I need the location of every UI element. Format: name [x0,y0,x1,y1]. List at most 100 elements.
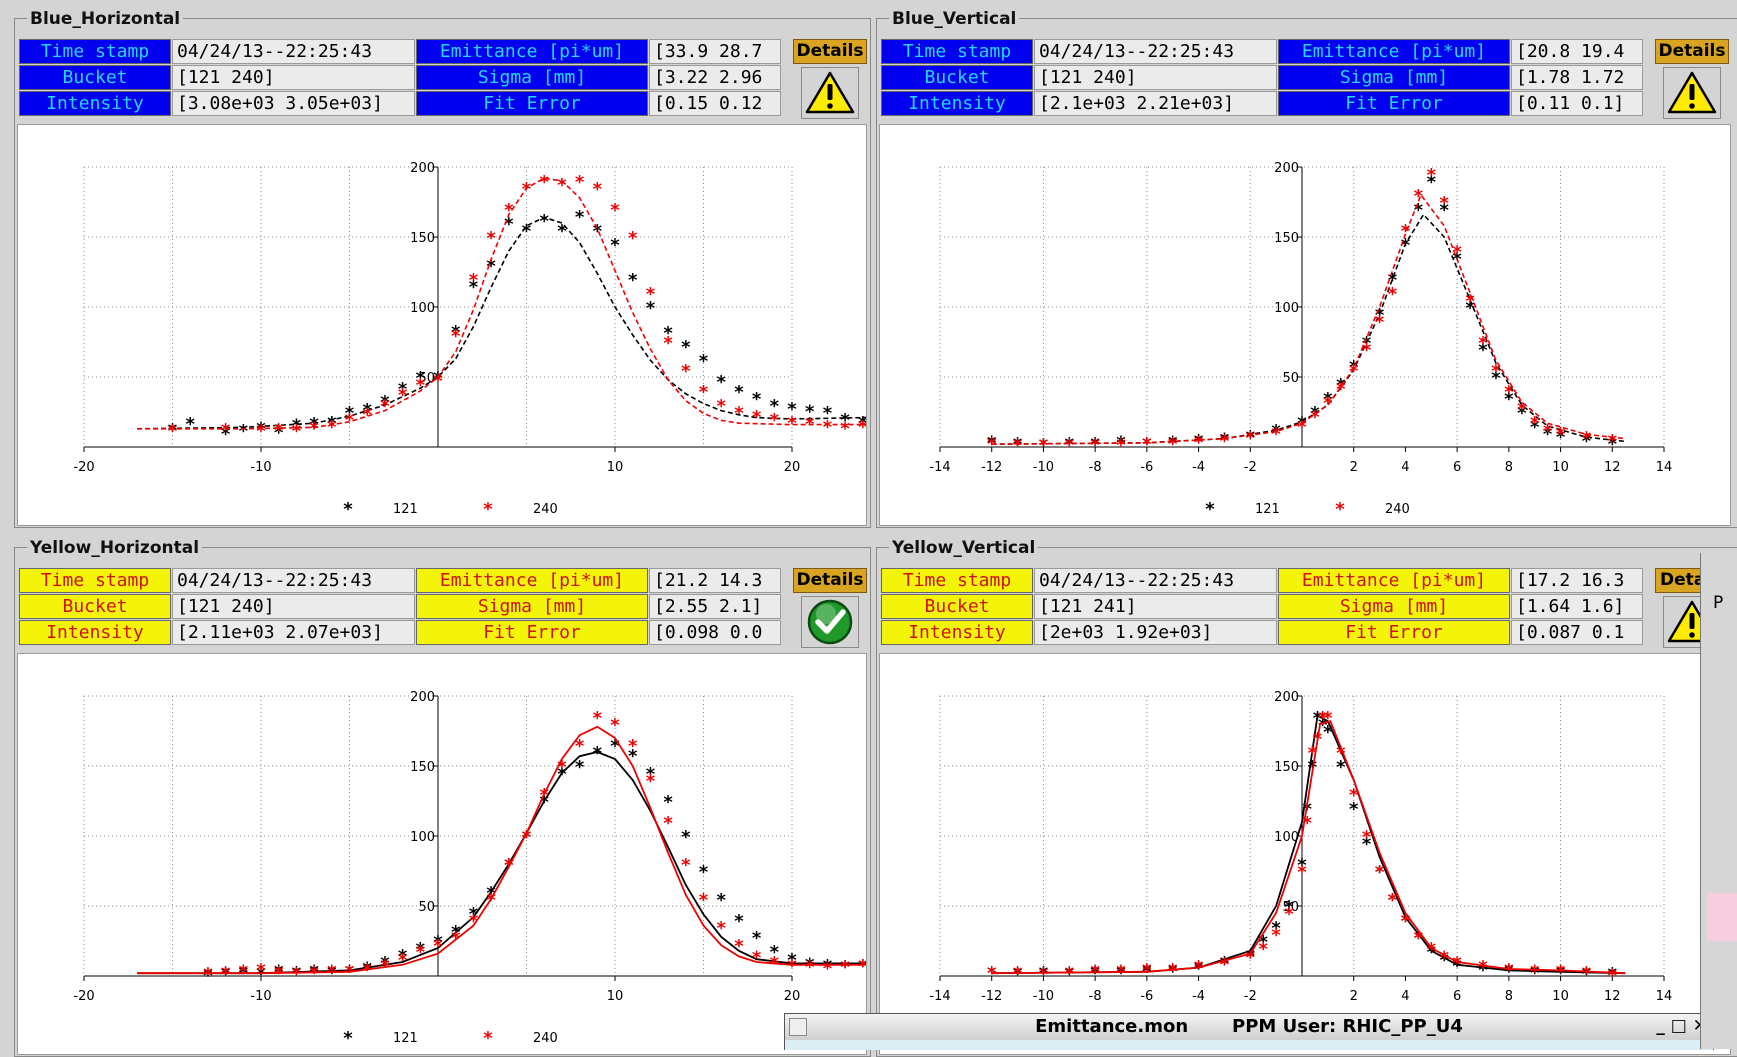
details-button[interactable]: Details [793,39,867,64]
data-point: * [1504,389,1514,410]
x-tick-label: -20 [73,460,94,475]
plot-area: -14 -12 -10 -8 -6 -4 -2 2 4 6 8 10 12 14 200 150 100 50 * *… [879,124,1731,526]
label-time: Time stamp [19,39,171,64]
x-tick-label: -8 [1089,989,1102,1004]
data-point: * [362,960,372,981]
data-point: * [1427,939,1437,960]
label-time: Time stamp [19,568,171,593]
data-point: * [1271,918,1281,939]
status-indicator[interactable] [801,596,859,648]
axes [83,166,793,452]
data-point: * [274,961,284,982]
data-point: * [309,963,319,984]
legend-marker: * [343,499,353,520]
y-tick-label: 50 [1282,371,1299,386]
status-indicator[interactable] [801,67,859,119]
data-point: * [840,957,850,978]
info-grid: Time stamp 04/24/13--22:25:43 Emittance [p… [881,568,1643,645]
data-point: * [469,911,479,932]
data-point: * [1427,172,1437,193]
data-point: * [770,953,780,974]
data-point: * [1388,270,1398,291]
window-body [785,1040,1713,1050]
data-point: * [1039,435,1049,456]
data-point: * [1065,963,1075,984]
data-point: * [362,400,372,421]
x-tick-label: -12 [981,460,1002,475]
data-point: * [256,960,266,981]
data-point: * [1504,961,1514,982]
value-emittance: [17.2 16.3 [1511,568,1643,593]
label-time: Time stamp [881,568,1033,593]
data-point: * [628,270,638,291]
data-point: * [840,418,850,439]
value-bucket: [121 240] [172,594,415,619]
data-point: * [1194,432,1204,453]
data-point: * [1556,427,1566,448]
data-point: * [292,421,302,442]
value-intensity: [3.08e+03 3.05e+03] [172,91,415,116]
data-point: * [1116,961,1126,982]
x-tick-label: -14 [929,989,950,1004]
data-point: * [1608,431,1618,452]
data-point: * [681,337,691,358]
data-point: * [1259,932,1269,953]
window-controls[interactable]: _ □ ✕ [1656,1016,1707,1036]
fit-curve-121 [991,213,1626,445]
details-button[interactable]: Details [793,568,867,593]
background-window[interactable]: P [1700,553,1737,1049]
data-point: * [1349,785,1359,806]
data-point: * [203,966,213,987]
data-point: * [380,392,390,413]
data-point: * [557,757,567,778]
status-indicator[interactable] [1663,67,1721,119]
data-point: * [504,200,514,221]
data-point: * [858,417,866,438]
data-point: * [221,424,231,445]
value-emittance: [20.8 19.4 [1511,39,1643,64]
status-indicator[interactable] [1663,596,1717,648]
value-emittance: [21.2 14.3 [649,568,781,593]
data-point: * [557,221,567,242]
data-point: * [770,396,780,417]
data-point: * [416,375,426,396]
x-tick-label: 2 [1350,989,1358,1004]
data-point: * [1336,375,1346,396]
grid-lines [939,695,1665,976]
x-tick-label: 12 [1604,460,1621,475]
series-240: **************************************** [137,172,866,442]
window-title[interactable]: Emittance.mon PPM User: RHIC_PP_U4 [785,1014,1713,1040]
data-point: * [539,785,549,806]
value-sigma: [2.55 2.1] [649,594,781,619]
data-point: * [1246,946,1256,967]
data-point: * [416,942,426,963]
plot-area: -20 -10 10 20 200 150 100 50 * * * * * * * * * * * * * * * * * * *… [17,653,867,1055]
emittance-mon-window[interactable]: Emittance.mon PPM User: RHIC_PP_U4 _ □ ✕ [784,1013,1714,1050]
data-point: * [681,855,691,876]
data-point: * [1556,961,1566,982]
data-point: * [1308,743,1318,764]
data-point: * [380,953,390,974]
app-icon [789,1018,807,1036]
data-point: * [1323,389,1333,410]
y-tick-label: 150 [410,231,435,246]
data-point: * [1543,421,1553,442]
x-tick-label: -8 [1089,460,1102,475]
data-point: * [1517,399,1527,420]
details-button[interactable]: Details [1655,39,1729,64]
data-point: * [1582,963,1592,984]
data-point: * [1478,333,1488,354]
data-point: * [1168,960,1178,981]
data-point: * [840,410,850,431]
data-point: * [309,418,319,439]
fit-curve-121 [137,216,866,430]
data-point: * [380,956,390,977]
data-point: * [345,403,355,424]
panel-yellow-horizontal: Yellow_Horizontal Time stamp 04/24/13--22:… [14,539,871,1057]
value-intensity: [2.1e+03 2.21e+03] [1034,91,1277,116]
data-point: * [433,936,443,957]
label-sigma: Sigma [mm] [416,594,648,619]
data-point: * [168,421,178,442]
data-point: * [1362,333,1372,354]
data-point: * [416,368,426,389]
